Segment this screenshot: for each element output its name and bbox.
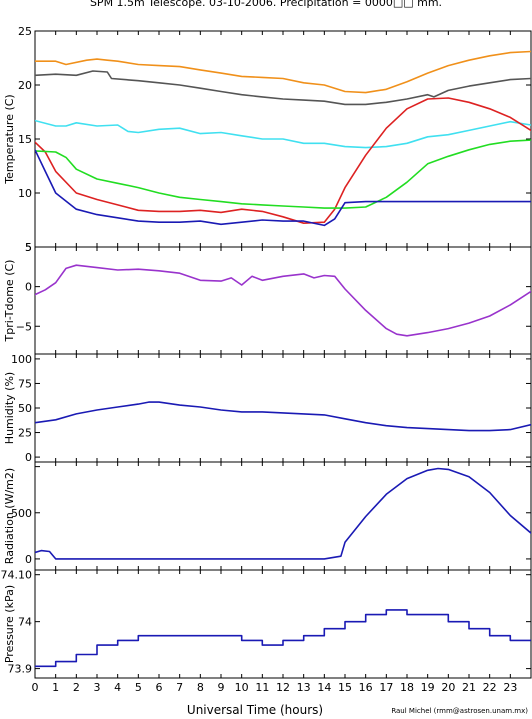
panel-pressure: 73.9 74 74.10 Pressure (kPa) bbox=[1, 569, 532, 679]
y-tick-label: −5 bbox=[16, 320, 32, 333]
y-tick-label: 50 bbox=[18, 402, 32, 415]
x-tick-label: 14 bbox=[317, 681, 331, 694]
x-tick-label: 20 bbox=[441, 681, 455, 694]
x-tick-label: 21 bbox=[462, 681, 476, 694]
series-line-blue bbox=[35, 467, 531, 560]
series-group bbox=[35, 264, 531, 337]
y-tick-label: 73.9 bbox=[8, 663, 33, 676]
credit-text: Raul Michel (rmm@astrosen.unam.mx) bbox=[391, 707, 528, 715]
y-tick-label: 5 bbox=[25, 241, 32, 254]
panel-humidity: 0 25 50 75 100 Humidity (%) bbox=[3, 353, 532, 464]
series-line-blue bbox=[35, 401, 531, 432]
y-axis-label: Temperature (C) bbox=[3, 94, 16, 184]
x-tick-label: 9 bbox=[218, 681, 225, 694]
series-line-red bbox=[35, 97, 531, 224]
y-axis-label: Humidity (%) bbox=[3, 372, 16, 444]
series-line-blue bbox=[35, 609, 531, 668]
x-tick-label: 10 bbox=[235, 681, 249, 694]
y-axis-label: Tpri-Tdome (C) bbox=[3, 260, 16, 343]
series-line-blue bbox=[35, 149, 531, 227]
x-tick-label: 1 bbox=[52, 681, 59, 694]
x-tick-label: 0 bbox=[32, 681, 39, 694]
series-line-green bbox=[35, 139, 531, 209]
x-tick-label: 22 bbox=[483, 681, 497, 694]
x-tick-label: 3 bbox=[94, 681, 101, 694]
panel-frame bbox=[34, 461, 532, 571]
x-tick-label: 23 bbox=[503, 681, 517, 694]
x-tick-label: 12 bbox=[276, 681, 290, 694]
x-tick-label: 13 bbox=[297, 681, 311, 694]
y-tick-label: 25 bbox=[18, 427, 32, 440]
y-tick-label: 0 bbox=[25, 281, 32, 294]
y-tick-label: 5 bbox=[25, 241, 32, 254]
y-tick-label: 100 bbox=[11, 353, 32, 366]
panel-frame bbox=[34, 246, 532, 355]
series-group bbox=[35, 401, 531, 432]
panel-frame bbox=[34, 569, 532, 679]
y-tick-label: 500 bbox=[11, 507, 32, 520]
y-tick-label: 74 bbox=[18, 616, 32, 629]
y-axis-label: Pressure (kPa) bbox=[3, 585, 16, 663]
y-tick-label: 20 bbox=[18, 79, 32, 92]
x-tick-label: 11 bbox=[255, 681, 269, 694]
x-tick-label: 7 bbox=[176, 681, 183, 694]
series-line-cyan bbox=[35, 119, 531, 149]
y-tick-label: 75 bbox=[18, 377, 32, 390]
x-tick-label: 2 bbox=[73, 681, 80, 694]
series-line-orange bbox=[35, 50, 531, 94]
x-tick-label: 6 bbox=[156, 681, 163, 694]
panel-tpri-tdome: −5 0 5 Tpri-Tdome (C) bbox=[3, 241, 532, 355]
series-group bbox=[35, 467, 531, 560]
x-tick-label: 8 bbox=[197, 681, 204, 694]
y-tick-label: 74.10 bbox=[1, 569, 33, 582]
y-tick-label: 0 bbox=[25, 553, 32, 566]
series-group bbox=[35, 50, 531, 227]
series-line-gray bbox=[35, 70, 531, 106]
y-tick-label: 25 bbox=[18, 25, 32, 38]
chart-title: SPM 1.5m Telescope. 03-10-2006. Precipit… bbox=[90, 0, 442, 9]
x-tick-label: 19 bbox=[421, 681, 435, 694]
x-tick-label: 18 bbox=[400, 681, 414, 694]
x-tick-label: 16 bbox=[359, 681, 373, 694]
y-tick-label: 10 bbox=[18, 187, 32, 200]
x-tick-label: 17 bbox=[379, 681, 393, 694]
x-tick-label: 15 bbox=[338, 681, 352, 694]
panel-temperature: 5 10 15 20 25 Temperature (C) bbox=[3, 25, 532, 254]
y-axis-label: Radiation (W/m2) bbox=[3, 468, 16, 564]
series-line-purple bbox=[35, 264, 531, 337]
x-axis-label: Universal Time (hours) bbox=[187, 703, 323, 717]
series-group bbox=[35, 609, 531, 668]
x-tick-label: 4 bbox=[114, 681, 121, 694]
y-tick-label: 15 bbox=[18, 133, 32, 146]
x-tick-label: 5 bbox=[135, 681, 142, 694]
y-tick-label: 0 bbox=[25, 451, 32, 464]
